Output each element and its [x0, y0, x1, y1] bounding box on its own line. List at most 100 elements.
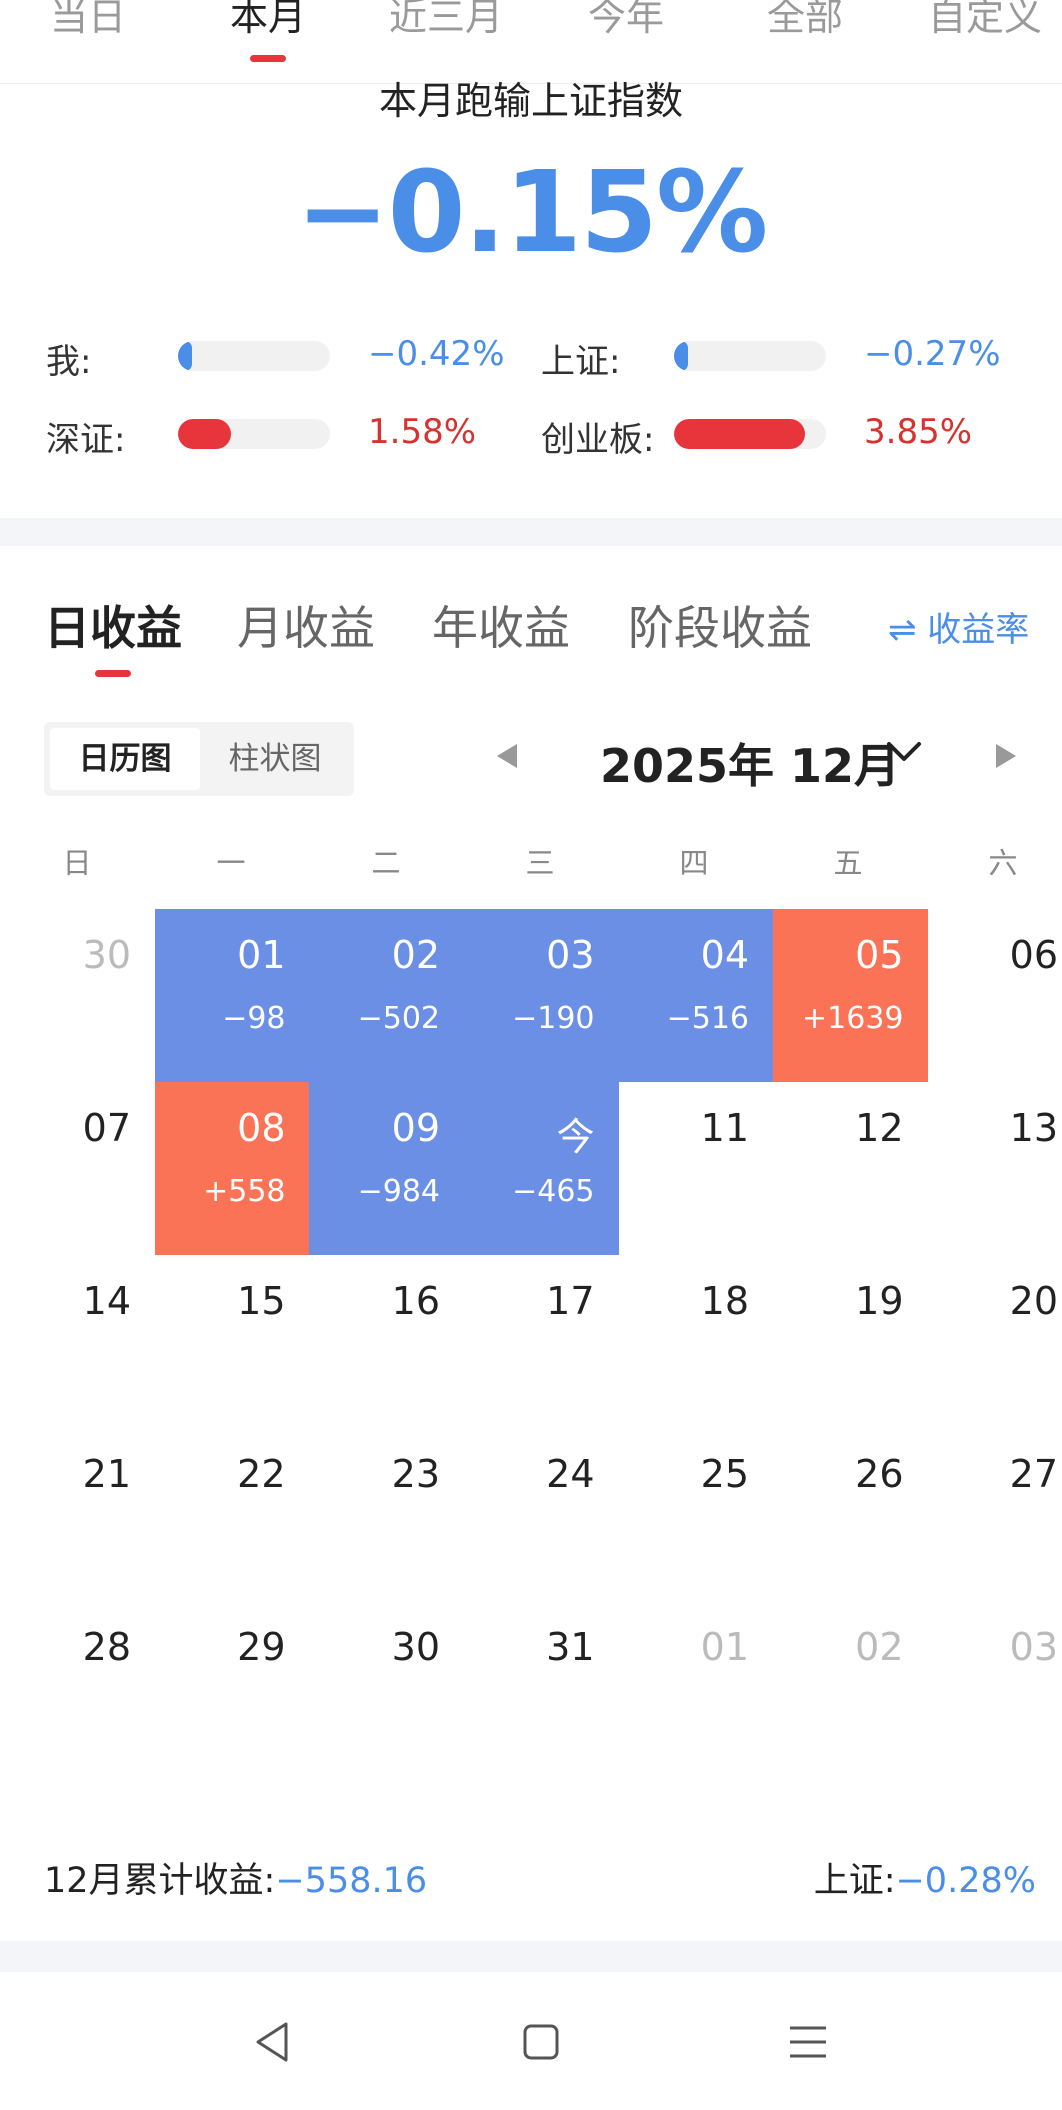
bar-view-button[interactable]: 柱状图 — [228, 741, 322, 777]
calendar-day-pnl: −465 — [512, 1174, 595, 1209]
cmp-bar-me — [178, 341, 330, 371]
tab-yearly-earnings[interactable]: 年收益 — [432, 601, 570, 655]
monthly-total: 12月累计收益:−558.16 — [44, 1852, 427, 1903]
calendar-day-number: 03 — [546, 933, 595, 977]
cmp-bar-fill — [178, 419, 231, 449]
tab-custom[interactable]: 自定义 — [928, 0, 1043, 39]
section-divider — [0, 518, 1062, 546]
calendar-day-cell[interactable]: 08 +558 — [154, 1082, 310, 1255]
calendar-day-number: 16 — [391, 1279, 440, 1323]
weekday-sat: 六 — [988, 846, 1018, 880]
weekday-sun: 日 — [62, 846, 92, 880]
calendar-day-cell[interactable]: 15 — [155, 1255, 310, 1428]
calendar-day-number: 15 — [237, 1279, 286, 1323]
menu-icon[interactable] — [778, 2012, 838, 2072]
prev-month-icon[interactable] — [497, 744, 517, 768]
calendar-day-number: 26 — [855, 1452, 904, 1496]
cmp-bar-sh — [674, 341, 826, 371]
calendar-day-cell[interactable]: 今 −465 — [463, 1082, 619, 1255]
index-total-value: −0.28% — [895, 1861, 1036, 1901]
back-icon[interactable] — [242, 2012, 302, 2072]
calendar-day-pnl: −516 — [666, 1001, 749, 1036]
calendar-day-cell[interactable]: 02 −502 — [309, 909, 464, 1082]
earnings-tab-indicator — [95, 670, 131, 677]
calendar-day-number: 30 — [391, 1625, 440, 1669]
index-total-label: 上证: — [813, 1861, 896, 1901]
calendar-day-cell[interactable]: 01 — [618, 1601, 773, 1774]
cmp-value-me: −0.42% — [368, 334, 505, 374]
calendar-day-cell[interactable]: 19 — [773, 1255, 928, 1428]
system-nav-bar — [0, 1972, 1062, 2110]
calendar-day-cell[interactable]: 20 — [927, 1255, 1062, 1428]
calendar-day-cell[interactable]: 09 −984 — [309, 1082, 464, 1255]
calendar-day-cell[interactable]: 23 — [309, 1428, 464, 1601]
calendar-day-cell[interactable]: 02 — [773, 1601, 928, 1774]
calendar-day-number: 27 — [1009, 1452, 1058, 1496]
calendar-day-cell[interactable]: 04 −516 — [618, 909, 773, 1082]
calendar-day-cell[interactable]: 03 — [927, 1601, 1062, 1774]
calendar-day-cell[interactable]: 27 — [927, 1428, 1062, 1601]
calendar-day-number: 19 — [855, 1279, 904, 1323]
calendar-view-button[interactable]: 日历图 — [50, 728, 200, 790]
calendar-day-cell[interactable]: 26 — [773, 1428, 928, 1601]
calendar-day-cell[interactable]: 17 — [464, 1255, 619, 1428]
next-month-icon[interactable] — [996, 744, 1016, 768]
calendar-day-cell[interactable]: 06 — [927, 909, 1062, 1082]
calendar-day-cell[interactable]: 16 — [309, 1255, 464, 1428]
calendar-day-cell[interactable]: 14 — [0, 1255, 155, 1428]
chevron-down-icon[interactable] — [886, 740, 922, 764]
weekday-wed: 三 — [525, 846, 555, 880]
cmp-label-me: 我: — [46, 342, 92, 382]
calendar-day-number: 08 — [237, 1106, 286, 1150]
calendar-day-cell[interactable]: 24 — [464, 1428, 619, 1601]
calendar-day-cell[interactable]: 30 — [0, 909, 155, 1082]
tab-daily-earnings[interactable]: 日收益 — [44, 601, 182, 655]
calendar-day-number: 22 — [237, 1452, 286, 1496]
calendar-day-cell[interactable]: 31 — [464, 1601, 619, 1774]
calendar-day-number: 30 — [82, 933, 131, 977]
tab-today[interactable]: 当日 — [50, 0, 127, 39]
cmp-label-sh: 上证: — [541, 342, 621, 382]
calendar-day-cell[interactable]: 13 — [927, 1082, 1062, 1255]
rate-toggle-button[interactable]: ⇌ 收益率 — [888, 610, 1030, 650]
calendar-day-cell[interactable]: 22 — [155, 1428, 310, 1601]
view-toggle: 日历图 柱状图 — [44, 722, 354, 796]
calendar-day-cell[interactable]: 28 — [0, 1601, 155, 1774]
calendar-day-number: 04 — [700, 933, 749, 977]
weekday-mon: 一 — [216, 846, 246, 880]
cmp-value-sz: 1.58% — [368, 412, 477, 452]
calendar-day-number: 03 — [1009, 1625, 1058, 1669]
calendar-day-cell[interactable]: 29 — [155, 1601, 310, 1774]
tab-monthly-earnings[interactable]: 月收益 — [237, 601, 375, 655]
calendar-day-number: 02 — [391, 933, 440, 977]
calendar-day-cell[interactable]: 30 — [309, 1601, 464, 1774]
tab-three-months[interactable]: 近三月 — [389, 0, 504, 39]
calendar-day-cell[interactable]: 03 −190 — [463, 909, 619, 1082]
cmp-bar-cyb — [674, 419, 826, 449]
home-icon[interactable] — [511, 2012, 571, 2072]
calendar-day-number: 20 — [1009, 1279, 1058, 1323]
calendar-day-pnl: −502 — [357, 1001, 440, 1036]
calendar-day-number: 18 — [700, 1279, 749, 1323]
cmp-bar-fill — [674, 341, 688, 371]
calendar-day-number: 01 — [700, 1625, 749, 1669]
calendar-day-cell[interactable]: 21 — [0, 1428, 155, 1601]
calendar-day-cell[interactable]: 01 −98 — [154, 909, 310, 1082]
tab-all[interactable]: 全部 — [767, 0, 844, 39]
calendar-day-cell[interactable]: 11 — [618, 1082, 773, 1255]
cmp-value-cyb: 3.85% — [864, 412, 973, 452]
monthly-total-value: −558.16 — [275, 1861, 428, 1901]
calendar-day-cell[interactable]: 18 — [618, 1255, 773, 1428]
active-tab-indicator — [250, 55, 286, 62]
calendar-day-cell[interactable]: 07 — [0, 1082, 155, 1255]
calendar-day-cell[interactable]: 05 +1639 — [772, 909, 928, 1082]
summary-value: −0.15% — [295, 148, 768, 278]
tab-this-month[interactable]: 本月 — [230, 0, 307, 39]
tab-this-year[interactable]: 今年 — [588, 0, 665, 39]
calendar-day-number: 31 — [546, 1625, 595, 1669]
tab-stage-earnings[interactable]: 阶段收益 — [628, 601, 812, 655]
calendar-day-cell[interactable]: 12 — [773, 1082, 928, 1255]
calendar-day-cell[interactable]: 25 — [618, 1428, 773, 1601]
summary-title: 本月跑输上证指数 — [378, 79, 683, 123]
month-label[interactable]: 2025年 12月 — [600, 739, 901, 793]
